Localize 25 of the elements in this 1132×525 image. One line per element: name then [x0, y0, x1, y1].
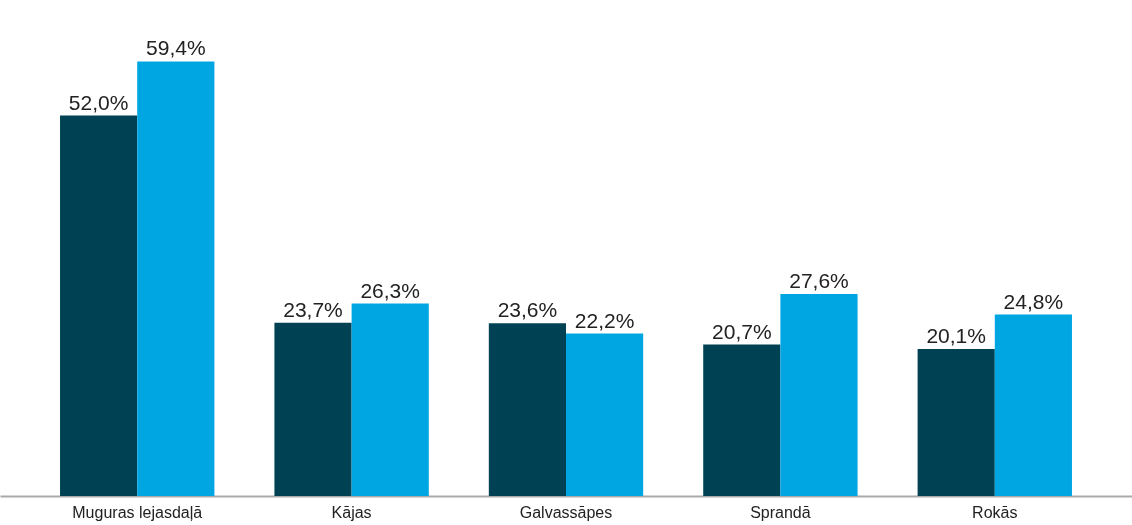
data-label: 23,6%: [497, 298, 558, 322]
data-label: 52,0%: [68, 90, 129, 114]
data-label: 26,3%: [360, 278, 420, 302]
bar: [60, 115, 138, 496]
x-tick-label: Sprandā: [750, 503, 811, 521]
bar: [137, 61, 215, 496]
data-label: 27,6%: [789, 269, 849, 293]
x-tick-label: Muguras lejasdaļā: [72, 503, 203, 521]
bar: [351, 303, 429, 496]
x-tick-label: Rokās: [972, 503, 1018, 521]
data-label: 59,4%: [146, 36, 206, 60]
data-label: 23,7%: [283, 297, 343, 321]
x-tick-label: Galvassāpes: [519, 503, 613, 521]
bar: [566, 333, 644, 496]
x-tick-label: Kājas: [331, 503, 372, 521]
bar: [274, 322, 352, 496]
bar: [780, 294, 858, 496]
data-label: 20,7%: [712, 319, 772, 343]
bar: [917, 348, 995, 496]
bar: [488, 323, 566, 496]
bar: [703, 344, 781, 496]
data-label: 20,1%: [926, 323, 986, 347]
bar: [994, 314, 1072, 496]
data-label: 22,2%: [574, 308, 635, 332]
data-label: 24,8%: [1003, 289, 1064, 313]
